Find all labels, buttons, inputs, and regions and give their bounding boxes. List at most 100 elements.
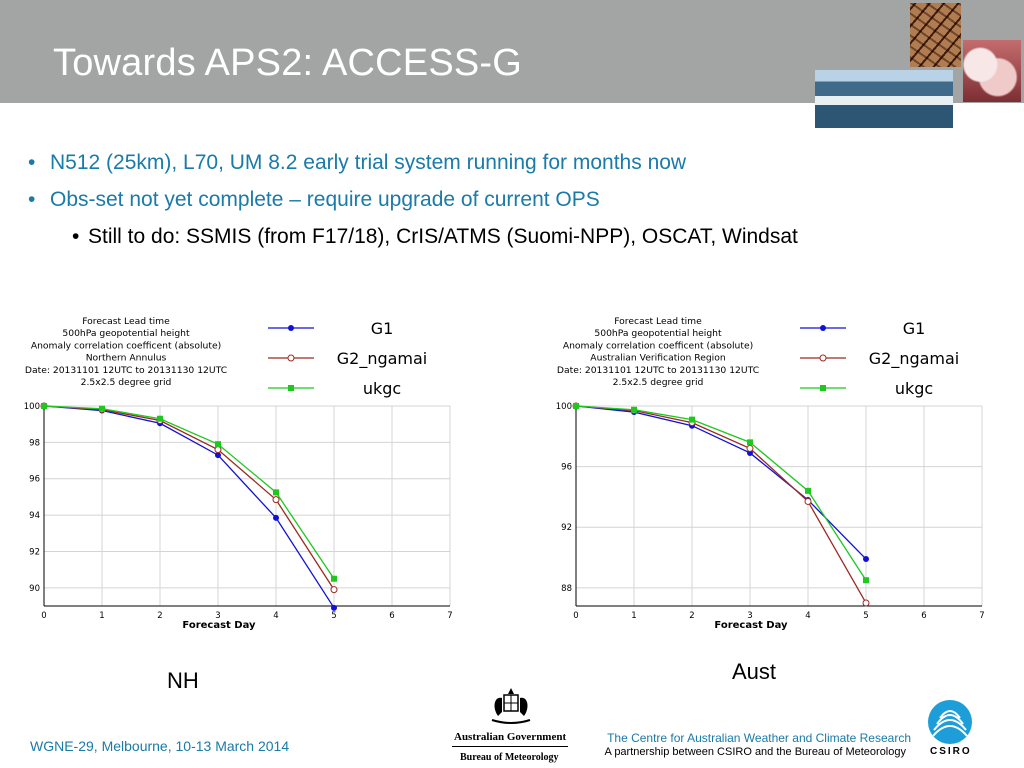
gov-divider [452, 746, 568, 747]
storm-cloud-photo [963, 40, 1021, 102]
nh-y-tick-label: 96 [29, 475, 40, 485]
aust-point-ukgc [689, 416, 695, 423]
aust-point-G1 [863, 556, 869, 563]
nh-x-tick-label: 1 [99, 611, 104, 621]
aust-legend-label: G1 [903, 319, 926, 338]
nh-point-G1 [331, 604, 337, 611]
aust-chart: Forecast Lead time 500hPa geopotential he… [552, 300, 997, 635]
aust-series-line-ukgc [575, 405, 867, 581]
nh-legend-label: G1 [371, 319, 394, 338]
sub-bullet-item: • Still to do: SSMIS (from F17/18), CrIS… [72, 224, 888, 250]
sub-bullet-text: Still to do: SSMIS (from F17/18), CrIS/A… [88, 225, 798, 248]
nh-point-G2_ngamai [272, 496, 280, 504]
nh-chart: Forecast Lead time 500hPa geopotential he… [20, 300, 465, 635]
nh-point-ukgc [215, 441, 221, 448]
nh-y-tick-label: 98 [29, 438, 40, 448]
bullet-glyph: • [72, 225, 80, 248]
csiro-logo: CSIRO [926, 700, 974, 760]
australian-government-logo: Australian Government Bureau of Meteorol… [452, 686, 570, 766]
aust-legend-marker [819, 354, 827, 362]
nh-legend-label: G2_ngamai [337, 349, 428, 369]
nh-legend-marker [287, 354, 295, 362]
nh-x-tick-label: 6 [389, 611, 394, 621]
nh-y-tick-label: 92 [29, 547, 40, 557]
bullet-item: • N512 (25km), L70, UM 8.2 early trial s… [28, 150, 908, 176]
bullet-glyph: • [28, 188, 36, 211]
nh-point-ukgc [41, 403, 47, 409]
aust-x-tick-label: 4 [805, 611, 810, 621]
aust-point-ukgc [805, 487, 811, 494]
nh-series-line-G1 [43, 405, 335, 609]
aust-point-ukgc [631, 406, 637, 413]
aust-series-line-G2_ngamai [575, 405, 867, 604]
nh-point-ukgc [331, 575, 337, 582]
aust-x-tick-label: 6 [921, 611, 926, 621]
aust-x-tick-label: 7 [979, 611, 984, 621]
aust-title-line: Anomaly correlation coefficent (absolute… [563, 340, 753, 351]
bullet-item: • Obs-set not yet complete – require upg… [28, 187, 908, 213]
slide-title: Towards APS2: ACCESS-G [53, 42, 523, 84]
nh-y-tick-label: 90 [29, 584, 40, 594]
bullet-list: • N512 (25km), L70, UM 8.2 early trial s… [28, 150, 908, 250]
aust-caption: Aust [732, 659, 777, 684]
aust-y-tick-label: 100 [556, 402, 572, 412]
nh-title-line: Date: 20131101 12UTC to 20131130 12UTC [25, 365, 227, 376]
cracked-earth-photo [910, 3, 961, 67]
aust-title-line: 500hPa geopotential height [594, 328, 722, 339]
aust-legend-marker [820, 325, 826, 331]
nh-title-line: 500hPa geopotential height [62, 328, 190, 339]
nh-x-tick-label: 0 [41, 611, 46, 621]
nh-legend-marker [288, 385, 294, 391]
nh-series-line-G2_ngamai [43, 405, 335, 590]
footer-event: WGNE-29, Melbourne, 10-13 March 2014 [30, 738, 290, 754]
nh-point-G2_ngamai [214, 446, 222, 454]
aust-point-G2_ngamai [862, 599, 870, 607]
nh-title-line: Northern Annulus [86, 353, 167, 364]
aust-title-line: Date: 20131101 12UTC to 20131130 12UTC [557, 365, 759, 376]
aust-point-ukgc [573, 403, 579, 409]
nh-legend-label: ukgc [363, 379, 401, 398]
aust-x-tick-label: 3 [747, 611, 752, 621]
aust-x-tick-label: 1 [631, 611, 636, 621]
aust-title-line: Australian Verification Region [590, 353, 726, 364]
bullet-text: Obs-set not yet complete – require upgra… [50, 188, 600, 211]
nh-point-G2_ngamai [330, 586, 338, 594]
nh-point-G1 [215, 452, 221, 459]
aust-point-G2_ngamai [746, 444, 754, 452]
nh-x-tick-label: 2 [157, 611, 162, 621]
nh-point-G1 [273, 514, 279, 521]
aust-point-ukgc [863, 577, 869, 584]
aust-legend-label: ukgc [895, 379, 933, 398]
footer-partnership: A partnership between CSIRO and the Bure… [604, 746, 906, 758]
bullet-text: N512 (25km), L70, UM 8.2 early trial sys… [50, 151, 687, 174]
aust-point-ukgc [747, 439, 753, 446]
nh-point-ukgc [99, 405, 105, 412]
nh-title-line: 2.5x2.5 degree grid [81, 377, 172, 388]
ocean-wave-photo [815, 70, 953, 128]
aust-series-line-G1 [575, 405, 867, 560]
aust-y-tick-label: 88 [561, 584, 572, 594]
aust-point-G2_ngamai [804, 497, 812, 505]
aust-x-tick-label: 2 [689, 611, 694, 621]
nh-x-tick-label: 4 [273, 611, 278, 621]
nh-y-tick-label: 94 [29, 511, 40, 521]
nh-x-tick-label: 3 [215, 611, 220, 621]
aust-x-tick-label: 0 [573, 611, 578, 621]
bullet-glyph: • [28, 151, 36, 174]
csiro-wordmark: CSIRO [930, 746, 972, 757]
title-bar: Towards APS2: ACCESS-G [0, 0, 1024, 103]
aust-y-tick-label: 92 [561, 523, 572, 533]
nh-x-axis-label: Forecast Day [182, 620, 256, 631]
nh-x-tick-label: 5 [331, 611, 336, 621]
nh-y-tick-label: 100 [24, 402, 40, 412]
footer-centre-name: The Centre for Australian Weather and Cl… [607, 731, 911, 745]
aust-legend-marker [820, 385, 826, 391]
aust-x-tick-label: 5 [863, 611, 868, 621]
nh-point-ukgc [157, 415, 163, 422]
nh-legend-marker [288, 325, 294, 331]
nh-caption: NH [167, 668, 199, 693]
aust-title-line: Forecast Lead time [614, 316, 702, 327]
aust-x-axis-label: Forecast Day [714, 620, 788, 631]
